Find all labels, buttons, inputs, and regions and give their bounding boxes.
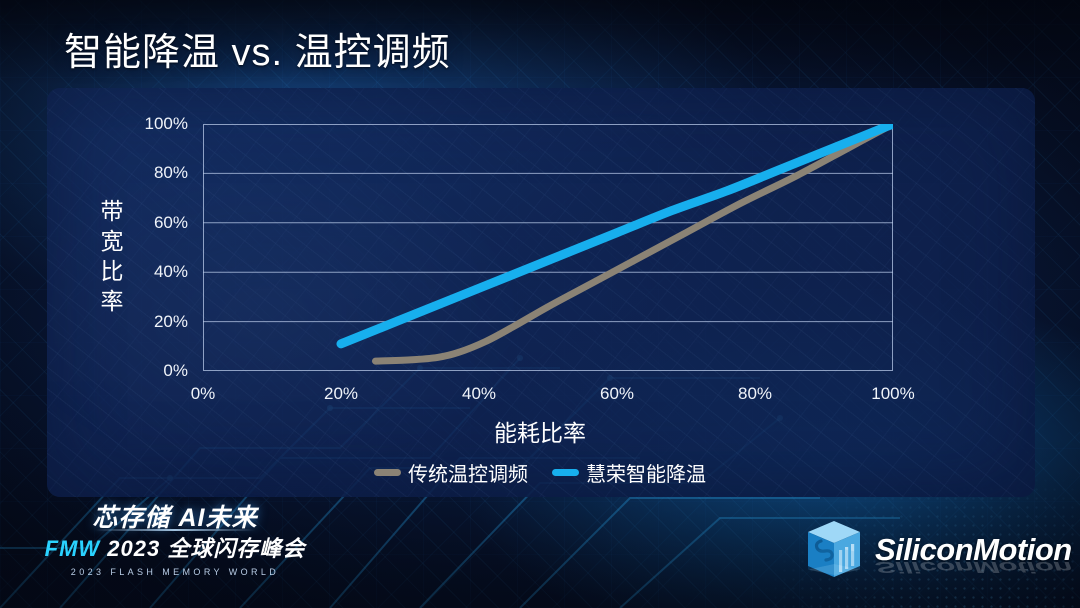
x-axis-title: 能耗比率 (494, 420, 586, 446)
legend-item-0[interactable]: 传统温控调频 (374, 458, 528, 487)
fmw-title-line: FMW 2023 全球闪存峰会 (40, 538, 310, 560)
fmw-tagline: 芯存储 AI未来 (92, 504, 258, 532)
legend-item-1[interactable]: 慧荣智能降温 (552, 458, 706, 487)
siliconmotion-logo-reflection: SiliconMotion (805, 545, 1072, 576)
legend-label-1: 慧荣智能降温 (586, 464, 706, 486)
fmw-rule-decoration (94, 529, 256, 531)
siliconmotion-cube-reflection-icon (808, 547, 860, 575)
chart-panel (47, 88, 1035, 497)
siliconmotion-logo: SiliconMotion (805, 519, 1072, 581)
series-line-0 (372, 124, 893, 365)
x-axis-tick-40: 40% (461, 384, 497, 403)
legend-label-0: 传统温控调频 (408, 464, 528, 486)
fmw-event-logo: 芯存储 AI未来 FMW 2023 全球闪存峰会 2023 FLASH MEMO… (40, 506, 310, 577)
chart-plot-border (203, 124, 893, 371)
page-title: 智能降温 vs. 温控调频 (64, 32, 451, 74)
fmw-year: 2023 (107, 536, 161, 561)
y-axis-tick-100: 100% (144, 114, 188, 133)
x-axis-tick-100: 100% (871, 384, 915, 403)
siliconmotion-wordmark: SiliconMotion (875, 532, 1072, 567)
y-axis-tick-40: 40% (153, 262, 188, 282)
fmw-subtitle-en: 2023 FLASH MEMORY WORLD (70, 567, 280, 577)
series-line-1 (336, 124, 893, 349)
fmw-abbrev: FMW (44, 536, 101, 561)
x-axis-tick-20: 20% (323, 384, 359, 403)
chart-plot-area (203, 124, 893, 371)
legend-swatch-icon-0 (374, 469, 401, 476)
chart-series-group (336, 124, 893, 365)
x-axis-tick-60: 60% (599, 384, 635, 403)
y-axis-title: 带宽比率 (100, 198, 124, 314)
chart-gridlines (203, 172, 893, 323)
legend-swatch-icon-1 (552, 469, 579, 476)
x-axis-tick-0: 0% (190, 384, 216, 403)
y-axis-tick-80: 80% (153, 163, 188, 183)
y-axis-tick-0: 0% (163, 361, 188, 380)
chart-panel-texture (47, 88, 1035, 497)
fmw-chinese-name: 全球闪存峰会 (167, 536, 306, 561)
y-axis-tick-20: 20% (153, 311, 188, 331)
x-axis-tick-80: 80% (737, 384, 773, 403)
y-axis-tick-60: 60% (153, 212, 188, 232)
siliconmotion-cube-icon (808, 521, 860, 577)
chart-svg (203, 124, 893, 371)
siliconmotion-wordmark-reflection: SiliconMotion (875, 558, 1072, 577)
chart-legend: 传统温控调频 慧荣智能降温 (0, 458, 1080, 487)
